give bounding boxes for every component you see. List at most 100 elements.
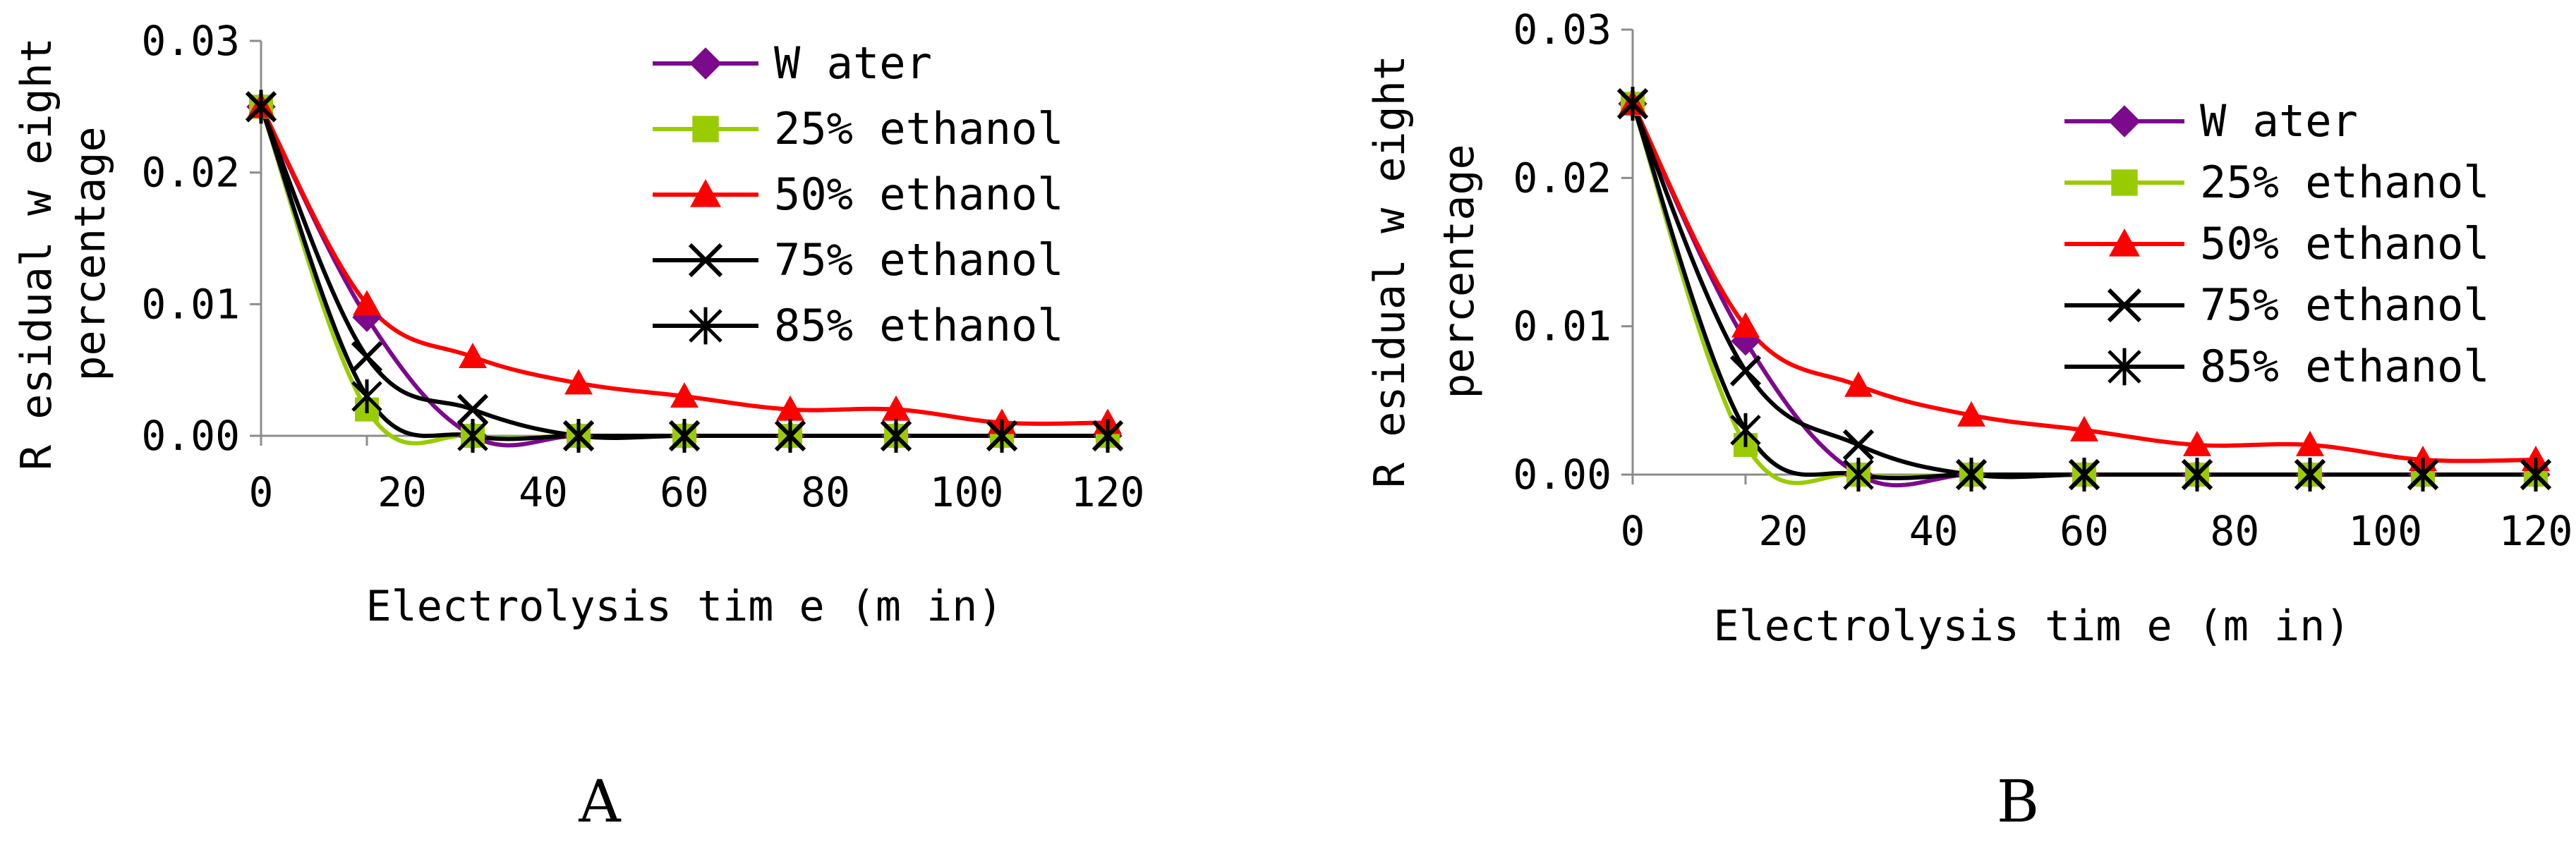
data-point-2-5 [776,395,804,421]
legend-item: 75% ethanol [2064,279,2490,331]
data-point-4-1 [1730,413,1761,447]
legend-item: 75% ethanol [653,234,1064,286]
chart-panel-b: 0.00 0.01 0.02 0.03 0 20 40 60 80 100 120 W ater 25%… [1365,6,2572,836]
x-tick-label: 40 [519,468,568,516]
y-tick-label: 0.03 [141,17,240,65]
legend-label: 85% ethanol [774,300,1064,351]
series-line-4 [1631,103,2536,481]
x-axis-title: Electrolysis tim e (m in) [365,582,1003,631]
x-tick-label: 100 [930,468,1004,516]
data-point-3-2 [456,393,489,425]
legend-label: 25% ethanol [2200,157,2490,208]
y-tick-label: 0.03 [1513,6,1611,54]
data-point-4-2 [457,419,488,453]
legend-label: 85% ethanol [2200,341,2490,392]
legend-marker [688,243,723,278]
data-point-4-5 [2182,458,2213,492]
x-tick-label: 20 [377,468,427,516]
legend-label: 75% ethanol [2200,279,2490,331]
legend-marker [689,47,722,80]
legend-label: W ater [774,37,932,89]
x-tick-label: 40 [1909,507,1959,555]
y-tick-label: 0.02 [141,149,240,197]
data-point-4-4 [669,419,700,453]
data-point-2-1 [353,290,381,316]
legend-marker [2108,348,2141,386]
data-point-4-8 [1092,419,1123,453]
marker-stroke [351,341,383,373]
legend-label: 50% ethanol [774,169,1064,220]
data-point-4-0 [246,90,277,124]
x-tick-label: 20 [1758,507,1808,555]
data-point-2-4 [670,382,699,408]
panel-label: A [578,769,622,836]
y-tick-label: 0.00 [1513,451,1611,499]
legend: W ater 25% ethanol 50% ethanol 75% ethanol 8… [653,37,1064,351]
legend-label: 50% ethanol [2200,218,2490,269]
y-axis-title-line2: percentage [66,126,115,381]
x-tick-label: 80 [2210,507,2259,555]
x-tick-label: 100 [2348,507,2422,555]
data-point-2-3 [1957,401,1985,427]
legend-label: W ater [2200,95,2358,147]
marker-stroke [688,243,723,278]
legend-marker [2109,228,2140,257]
legend-item: W ater [2064,95,2358,147]
legend-item: 50% ethanol [653,169,1064,220]
legend-marker [689,307,722,345]
data-point-2-2 [1844,371,1873,397]
x-tick-label: 0 [249,468,274,516]
legend-label: 25% ethanol [774,103,1064,154]
data-point-4-4 [2069,458,2100,492]
legend-marker [690,179,721,207]
data-point-4-7 [986,419,1017,453]
data-point-4-1 [351,379,382,413]
legend-item: 50% ethanol [2064,218,2490,269]
data-point-4-2 [1843,458,1874,492]
y-tick-label: 0.01 [1513,303,1611,350]
data-point-2-5 [2183,430,2211,456]
marker-stroke [2107,288,2142,323]
y-tick-label: 0.00 [141,412,240,460]
data-point-3-1 [1729,355,1762,386]
legend-marker [2107,288,2142,323]
data-point-2-4 [2070,415,2098,441]
legend-label: 75% ethanol [774,234,1064,286]
x-tick-label: 0 [1621,507,1645,555]
x-axis-title: Electrolysis tim e (m in) [1713,602,2350,651]
data-point-4-3 [1956,458,1987,492]
x-tick-label: 120 [1071,468,1145,516]
marker-stroke [456,393,489,425]
x-tick-label: 60 [660,468,709,516]
legend-marker [2108,105,2141,138]
data-point-4-6 [2294,458,2326,492]
x-tick-label: 80 [801,468,850,516]
marker-stroke [1729,355,1762,386]
data-point-2-3 [564,369,593,395]
data-point-3-1 [351,341,383,373]
data-point-4-8 [2520,458,2551,492]
legend-item: 25% ethanol [2064,157,2490,208]
legend-item: 85% ethanol [653,300,1064,351]
legend-marker [2111,169,2138,196]
data-point-2-6 [882,395,910,421]
chart-panel-a: 0.00 0.01 0.02 0.03 0 20 40 60 80 100 120 W ater 25%… [12,17,1144,836]
x-tick-label: 60 [2060,507,2109,555]
data-point-4-7 [2407,458,2438,492]
legend-item: 25% ethanol [653,103,1064,154]
legend-item: W ater [653,37,932,89]
y-axis-title-line1: R esidual w eight [1365,55,1415,488]
y-tick-label: 0.01 [141,280,240,328]
x-tick-label: 120 [2499,507,2573,555]
legend-marker [692,116,719,142]
legend: W ater 25% ethanol 50% ethanol 75% ethanol 8… [2064,95,2490,392]
data-point-4-6 [881,419,912,453]
marker-stroke [1842,429,1875,461]
data-point-4-0 [1617,87,1648,121]
data-point-2-6 [2296,430,2324,456]
y-axis-title-line1: R esidual w eight [12,37,61,470]
y-axis-title-line2: percentage [1434,144,1484,398]
panel-label: B [1997,769,2039,836]
data-point-2-2 [459,343,487,368]
